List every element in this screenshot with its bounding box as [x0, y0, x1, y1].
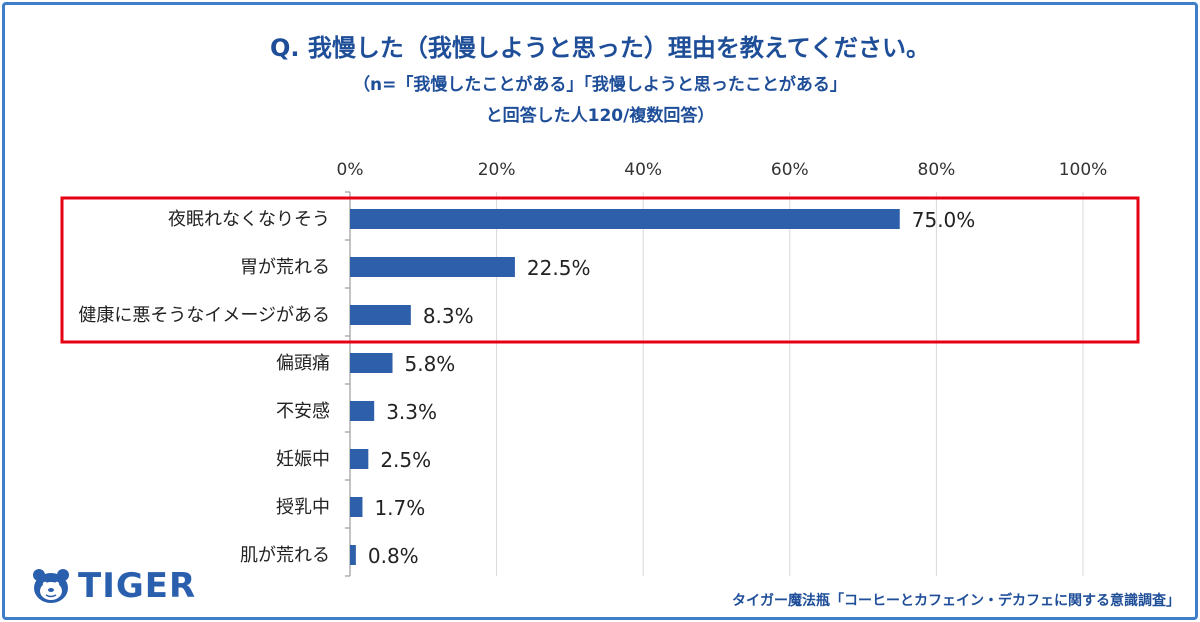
- category-label: 夜眠れなくなりそう: [168, 209, 330, 230]
- bar: [350, 449, 369, 469]
- category-label: 胃が荒れる: [240, 257, 330, 278]
- bar: [350, 209, 900, 229]
- highlight-box: [60, 196, 1140, 344]
- chart-subtitle-line1: （n=「我慢したことがある」「我慢しようと思ったことがある」: [353, 75, 847, 95]
- category-label: 健康に悪そうなイメージがある: [78, 305, 330, 326]
- source-note: タイガー魔法瓶「コーヒーとカフェイン・デカフェに関する意識調査」: [732, 593, 1180, 609]
- bar: [350, 545, 356, 565]
- bar: [350, 353, 393, 373]
- bar: [350, 401, 375, 421]
- data-label: 22.5%: [527, 256, 591, 280]
- data-label: 5.8%: [405, 352, 456, 376]
- data-label: 75.0%: [912, 208, 976, 232]
- x-tick-label: 60%: [771, 160, 809, 180]
- category-label: 授乳中: [276, 497, 330, 518]
- x-tick-label: 100%: [1059, 160, 1108, 180]
- bar: [350, 497, 363, 517]
- data-label: 8.3%: [423, 304, 474, 328]
- chart-title: Q. 我慢した（我慢しようと思った）理由を教えてください。: [270, 34, 930, 62]
- category-label: 偏頭痛: [276, 353, 330, 374]
- chart-subtitle-line2: と回答した人120/複数回答）: [485, 106, 715, 126]
- x-tick-label: 80%: [918, 160, 956, 180]
- data-label: 3.3%: [386, 400, 437, 424]
- bar: [350, 305, 411, 325]
- category-label: 不安感: [276, 401, 330, 422]
- x-tick-label: 20%: [478, 160, 516, 180]
- brand-logo: TIGER: [30, 566, 196, 606]
- x-tick-label: 0%: [337, 160, 364, 180]
- x-tick-label: 40%: [624, 160, 662, 180]
- tiger-face-icon: [33, 569, 69, 603]
- data-label: 1.7%: [374, 496, 425, 520]
- bar: [350, 257, 515, 277]
- data-label: 2.5%: [380, 448, 431, 472]
- category-label: 肌が荒れる: [240, 545, 330, 566]
- brand-logo-text: TIGER: [78, 566, 197, 606]
- category-label: 妊娠中: [276, 449, 330, 470]
- data-label: 0.8%: [368, 544, 419, 568]
